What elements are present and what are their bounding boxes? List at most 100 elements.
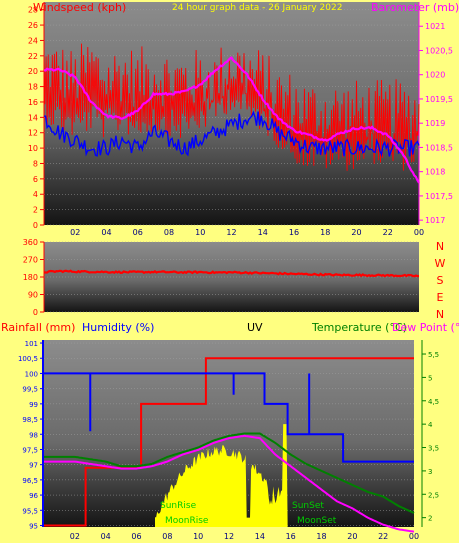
y-tick-label: 18	[28, 83, 38, 92]
y-tick-label: 22	[28, 52, 38, 61]
x-tick-label: 16	[289, 228, 299, 237]
y-tick-label: 100,5	[18, 355, 38, 363]
x-tick-label: 00	[409, 532, 419, 541]
y-tick-label: 4	[33, 190, 38, 199]
barometer-label: Barometer (mb)	[371, 1, 459, 14]
x-tick-label: 08	[162, 532, 172, 541]
moonset-label: MoonSet	[297, 516, 337, 526]
y-tick-label: 97,5	[22, 446, 38, 454]
sunrise-label: SunRise	[160, 501, 197, 511]
y2-tick-label: 1020,5	[425, 46, 453, 55]
x-tick-label: 10	[195, 228, 205, 237]
compass-letter: S	[437, 274, 444, 287]
y-tick-label: 95	[29, 522, 38, 530]
x-tick-label: 12	[226, 228, 236, 237]
x-tick-label: 20	[347, 532, 357, 541]
y-tick-label: 6	[33, 175, 38, 184]
y2-tick-label: 1017	[425, 216, 445, 225]
y2-tick-label: 1018	[425, 168, 445, 177]
y-tick-label: 96,5	[22, 477, 38, 485]
y-tick-label: 99,5	[22, 386, 38, 394]
y-tick-label: 16	[28, 98, 38, 107]
y-tick-label: 0	[33, 308, 38, 317]
x-tick-label: 06	[133, 228, 143, 237]
y2-tick-label: 1017,5	[425, 192, 453, 201]
y2-tick-label: 5	[428, 374, 432, 382]
x-tick-label: 08	[164, 228, 174, 237]
compass-letter: E	[437, 291, 444, 304]
y-tick-label: 270	[23, 256, 38, 265]
y-tick-label: 360	[23, 238, 38, 247]
moonrise-label: MoonRise	[165, 516, 209, 526]
avg-wind-series	[44, 110, 420, 158]
y-tick-label: 96	[29, 492, 38, 500]
uv-label: UV	[247, 321, 263, 334]
y-tick-label: 95,5	[22, 507, 38, 515]
x-tick-label: 14	[255, 532, 265, 541]
y-tick-label: 98,5	[22, 416, 38, 424]
y-tick-label: 0	[33, 221, 38, 230]
y2-tick-label: 2	[428, 515, 432, 523]
y-tick-label: 14	[28, 113, 38, 122]
x-tick-label: 06	[131, 532, 141, 541]
x-tick-label: 10	[193, 532, 203, 541]
y-tick-label: 12	[28, 129, 38, 138]
rainfall-series	[44, 357, 414, 527]
barometer-series	[43, 56, 420, 184]
y2-tick-label: 1019	[425, 119, 445, 128]
x-tick-label: 16	[286, 532, 296, 541]
x-tick-label: 14	[258, 228, 268, 237]
y2-tick-label: 4	[428, 421, 433, 429]
y-tick-label: 8	[33, 159, 38, 168]
humidity-label: Humidity (%)	[82, 321, 154, 334]
x-tick-label: 20	[351, 228, 361, 237]
compass-letter: W	[435, 257, 446, 270]
x-tick-label: 22	[383, 228, 393, 237]
y2-tick-label: 4,5	[428, 398, 439, 406]
y-tick-label: 98	[29, 431, 38, 439]
sunset-label: SunSet	[292, 501, 324, 511]
compass-letter: N	[436, 308, 444, 321]
y2-tick-label: 1020	[425, 71, 445, 80]
dewpoint-series	[44, 434, 415, 533]
y2-tick-label: 1021	[425, 22, 445, 31]
temperature-label: Temperature (°C)	[311, 321, 407, 334]
wind-gust-series	[43, 43, 420, 171]
y2-tick-label: 3,5	[428, 445, 439, 453]
windspeed-label: Windspeed (kph)	[33, 1, 126, 14]
y-tick-label: 101	[25, 340, 38, 348]
graph-date-label: 24 hour graph data - 26 January 2022	[172, 3, 342, 13]
x-tick-label: 00	[414, 228, 424, 237]
humidity-series	[44, 372, 414, 463]
x-tick-label: 02	[70, 228, 80, 237]
y-tick-label: 97	[29, 462, 38, 470]
y-tick-label: 100	[25, 370, 38, 378]
x-tick-label: 18	[320, 228, 330, 237]
y-tick-label: 2	[33, 206, 38, 215]
y2-tick-label: 1018,5	[425, 143, 453, 152]
y-tick-label: 180	[23, 273, 38, 282]
x-tick-label: 22	[378, 532, 388, 541]
x-tick-label: 12	[224, 532, 234, 541]
y-tick-label: 20	[28, 67, 38, 76]
x-tick-label: 18	[316, 532, 326, 541]
rainfall-label: Rainfall (mm)	[1, 321, 75, 334]
wind-direction-series	[43, 269, 420, 278]
temperature-series	[44, 432, 415, 514]
y-tick-label: 90	[28, 291, 38, 300]
y-tick-label: 10	[28, 144, 38, 153]
x-tick-label: 02	[70, 532, 80, 541]
solar-radiation-area	[155, 424, 288, 527]
y2-tick-label: 2,5	[428, 491, 439, 499]
y-tick-label: 28	[28, 6, 38, 15]
dewpoint-label: Dew Point (°C)	[392, 321, 459, 334]
y2-tick-label: 3	[428, 468, 432, 476]
compass-letter: N	[436, 240, 444, 253]
y-tick-label: 99	[29, 401, 38, 409]
y2-tick-label: 5,5	[428, 351, 439, 359]
y2-tick-label: 1019,5	[425, 95, 453, 104]
x-tick-label: 04	[101, 228, 111, 237]
x-tick-label: 04	[101, 532, 111, 541]
